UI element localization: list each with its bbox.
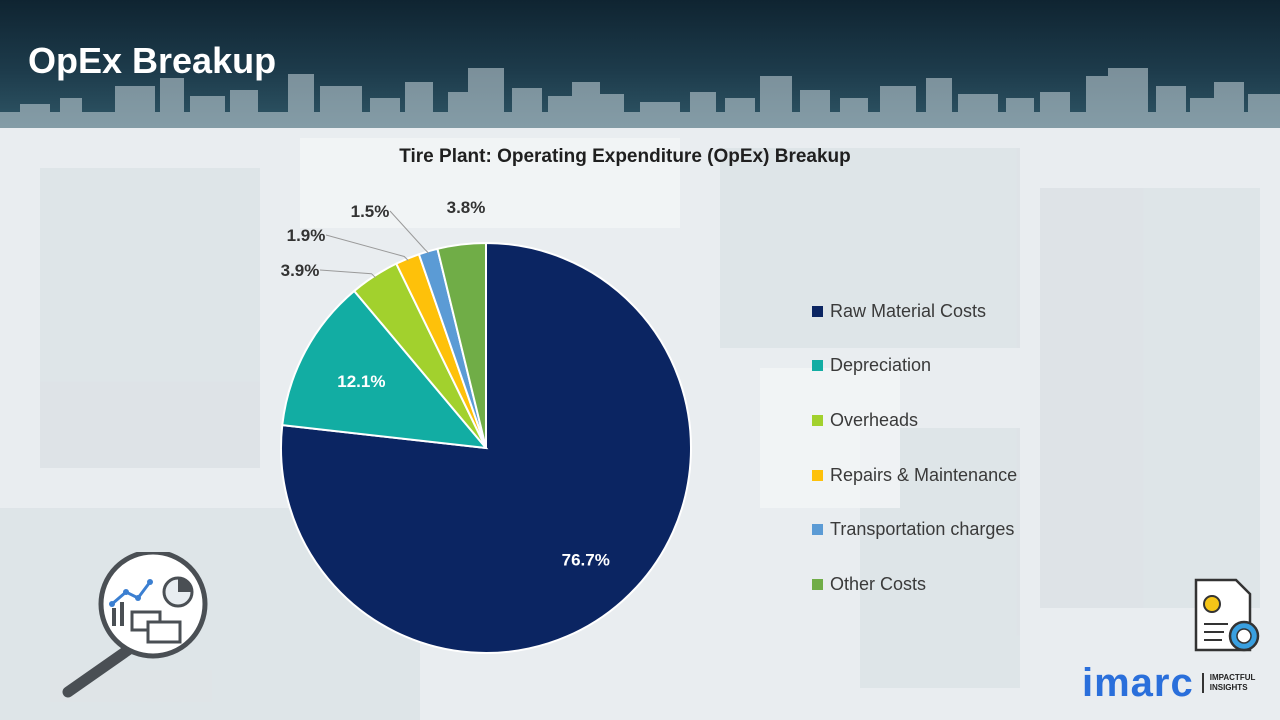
legend-item: Depreciation (812, 339, 1017, 394)
data-label-2: 3.9% (281, 261, 320, 280)
document-currency-icon (1194, 578, 1260, 652)
legend-label: Depreciation (830, 355, 932, 376)
data-label-1: 12.1% (337, 372, 385, 391)
legend-item: Overheads (812, 393, 1017, 448)
page-title: OpEx Breakup (28, 40, 277, 81)
analytics-magnifier-icon (50, 552, 212, 702)
leader-line-4 (389, 210, 430, 254)
legend-swatch (812, 469, 823, 481)
data-label-0: 76.7% (562, 551, 610, 570)
header-banner: OpEx Breakup (0, 0, 1280, 128)
legend-swatch (812, 305, 823, 317)
legend-item: Repairs & Maintenance (812, 448, 1017, 503)
legend-swatch (812, 414, 823, 426)
legend-item: Raw Material Costs (812, 284, 1017, 339)
legend-label: Overheads (830, 409, 919, 430)
legend-label: Transportation charges (830, 519, 1015, 540)
imarc-logo: imarc IMPACTFUL INSIGHTS (1082, 658, 1255, 708)
pie-slice-5 (436, 241, 487, 449)
legend-label: Raw Material Costs (830, 300, 987, 321)
logo-wordmark: imarc (1082, 660, 1194, 705)
data-label-3: 1.9% (287, 226, 326, 245)
data-label-5: 3.8% (447, 198, 486, 217)
pie-slice-1 (281, 289, 489, 450)
leader-line-3 (325, 234, 409, 261)
data-label-4: 1.5% (351, 202, 390, 221)
logo-tagline: IMPACTFUL INSIGHTS (1201, 673, 1255, 693)
legend-swatch (812, 360, 823, 372)
legend-swatch (812, 524, 823, 536)
legend-label: Repairs & Maintenance (830, 464, 1018, 485)
legend-item: Other Costs (812, 557, 1017, 612)
leader-line-2 (319, 269, 376, 279)
legend-item: Transportation charges (812, 502, 1017, 557)
chart-title: Tire Plant: Operating Expenditure (OpEx)… (399, 146, 851, 167)
chart-legend: Raw Material Costs Depreciation Overheads R… (812, 284, 1017, 612)
legend-swatch (812, 578, 823, 590)
city-skyline-decoration (0, 68, 1280, 128)
legend-label: Other Costs (830, 573, 927, 594)
